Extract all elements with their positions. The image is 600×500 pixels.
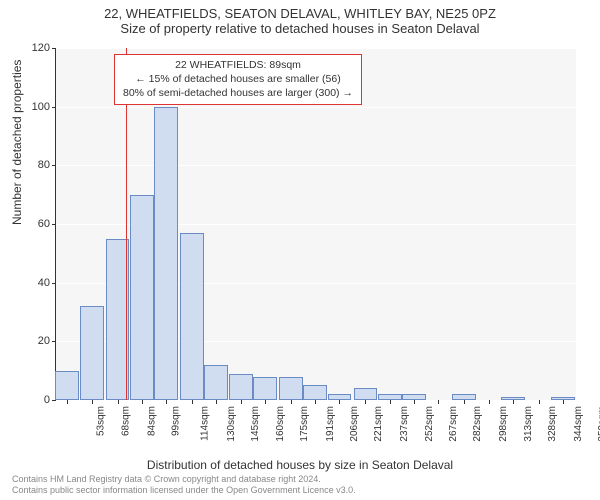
histogram-bar [452,394,476,400]
chart-title-line2: Size of property relative to detached ho… [0,21,600,36]
histogram-bar [402,394,426,400]
histogram-bar [55,371,79,400]
xtick-mark [67,400,68,404]
ytick-mark [52,341,56,342]
xtick-mark [539,400,540,404]
xtick-mark [489,400,490,404]
x-axis-label: Distribution of detached houses by size … [0,458,600,472]
xtick-mark [464,400,465,404]
xtick-label: 282sqm [472,406,483,442]
annotation-line2: ← 15% of detached houses are smaller (56… [123,72,353,86]
histogram-bar [154,107,178,400]
y-axis-label: Number of detached properties [10,60,24,225]
ytick-label: 20 [38,335,50,347]
xtick-label: 114sqm [199,406,210,441]
xtick-label: 221sqm [374,406,385,442]
xtick-mark [315,400,316,404]
histogram-bar [328,394,352,400]
chart-title-block: 22, WHEATFIELDS, SEATON DELAVAL, WHITLEY… [0,0,600,36]
xtick-label: 191sqm [325,406,336,442]
xtick-mark [563,400,564,404]
footer-line1: Contains HM Land Registry data © Crown c… [12,474,356,485]
xtick-label: 313sqm [523,406,534,442]
ytick-mark [52,400,56,401]
annotation-line1: 22 WHEATFIELDS: 89sqm [123,58,353,72]
footer-line2: Contains public sector information licen… [12,485,356,496]
xtick-mark [241,400,242,404]
xtick-mark [438,400,439,404]
histogram-bar [501,397,525,400]
xtick-label: 328sqm [547,406,558,442]
xtick-label: 237sqm [399,406,410,442]
ytick-mark [52,165,56,166]
xtick-mark [216,400,217,404]
xtick-label: 206sqm [349,406,360,442]
xtick-mark [92,400,93,404]
xtick-label: 84sqm [146,406,157,436]
plot-area: 02040608010012053sqm68sqm84sqm99sqm114sq… [55,48,576,401]
xtick-mark [265,400,266,404]
xtick-label: 344sqm [573,406,584,442]
footer-attribution: Contains HM Land Registry data © Crown c… [12,474,356,497]
xtick-label: 252sqm [424,406,435,442]
ytick-mark [52,283,56,284]
histogram-bar [80,306,104,400]
histogram-bar [279,377,303,400]
xtick-mark [390,400,391,404]
xtick-mark [414,400,415,404]
histogram-bar [551,397,575,400]
gridline [56,165,576,166]
histogram-chart: 22, WHEATFIELDS, SEATON DELAVAL, WHITLEY… [0,0,600,500]
chart-title-line1: 22, WHEATFIELDS, SEATON DELAVAL, WHITLEY… [0,6,600,21]
gridline [56,48,576,49]
xtick-label: 68sqm [120,406,131,436]
histogram-bar [253,377,277,400]
ytick-label: 80 [38,159,50,171]
annotation-box: 22 WHEATFIELDS: 89sqm ← 15% of detached … [114,54,362,105]
ytick-label: 60 [38,218,50,230]
xtick-mark [192,400,193,404]
ytick-mark [52,107,56,108]
xtick-label: 175sqm [299,406,310,442]
ytick-label: 120 [32,42,50,54]
xtick-label: 267sqm [448,406,459,442]
ytick-label: 40 [38,277,50,289]
annotation-line3: 80% of semi-detached houses are larger (… [123,86,353,100]
xtick-mark [365,400,366,404]
histogram-bar [354,388,378,400]
xtick-mark [166,400,167,404]
histogram-bar [229,374,253,400]
histogram-bar [303,385,327,400]
ytick-mark [52,224,56,225]
ytick-mark [52,48,56,49]
histogram-bar [204,365,228,400]
gridline [56,107,576,108]
xtick-label: 99sqm [170,406,181,436]
xtick-label: 160sqm [275,406,286,442]
histogram-bar [378,394,402,400]
ytick-label: 0 [44,394,50,406]
xtick-mark [142,400,143,404]
xtick-mark [291,400,292,404]
xtick-label: 298sqm [498,406,509,442]
xtick-label: 145sqm [250,406,261,442]
histogram-bar [180,233,204,400]
xtick-mark [513,400,514,404]
xtick-mark [339,400,340,404]
histogram-bar [130,195,154,400]
ytick-label: 100 [32,101,50,113]
xtick-label: 53sqm [96,406,107,436]
xtick-label: 130sqm [226,406,237,442]
xtick-mark [118,400,119,404]
